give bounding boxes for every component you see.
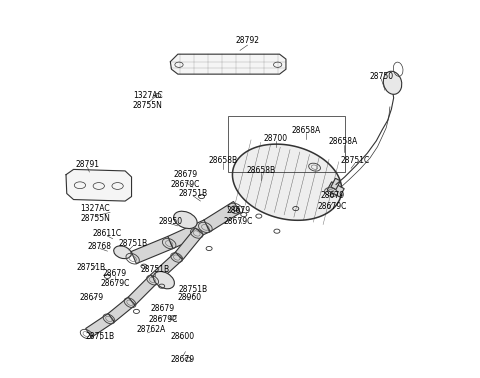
Polygon shape bbox=[151, 252, 182, 282]
Text: 28679
28679C: 28679 28679C bbox=[318, 191, 347, 211]
Polygon shape bbox=[232, 144, 342, 220]
Polygon shape bbox=[168, 220, 210, 248]
Text: 28658B: 28658B bbox=[246, 166, 275, 175]
Text: 28751B: 28751B bbox=[141, 265, 170, 274]
Text: 28611C: 28611C bbox=[93, 229, 122, 238]
Text: 1327AC
28755N: 1327AC 28755N bbox=[80, 204, 110, 223]
Text: 28762A: 28762A bbox=[137, 325, 166, 334]
Text: 28658A: 28658A bbox=[291, 126, 321, 135]
Text: 28679
28679C: 28679 28679C bbox=[223, 206, 253, 226]
Text: 28750: 28750 bbox=[369, 71, 393, 81]
Ellipse shape bbox=[174, 211, 197, 229]
Text: 28751C: 28751C bbox=[340, 156, 370, 165]
Text: 28791: 28791 bbox=[75, 160, 99, 169]
Polygon shape bbox=[327, 182, 344, 197]
Text: 28679
28679C: 28679 28679C bbox=[171, 170, 200, 189]
Polygon shape bbox=[331, 178, 340, 189]
Text: 28792: 28792 bbox=[236, 36, 260, 45]
Polygon shape bbox=[204, 201, 240, 231]
Text: 28700: 28700 bbox=[264, 134, 288, 143]
Polygon shape bbox=[132, 236, 173, 263]
Bar bbox=[228, 116, 345, 172]
Text: 28751B: 28751B bbox=[85, 332, 114, 341]
Polygon shape bbox=[85, 313, 114, 337]
Text: 28658A: 28658A bbox=[329, 138, 358, 146]
Text: 28751B: 28751B bbox=[179, 189, 207, 198]
Text: 28679
28679C: 28679 28679C bbox=[148, 304, 178, 324]
Text: 28679
28679C: 28679 28679C bbox=[100, 269, 130, 288]
Text: 28768: 28768 bbox=[88, 242, 112, 251]
Text: 28751B: 28751B bbox=[118, 239, 147, 248]
Ellipse shape bbox=[384, 71, 402, 94]
Text: 28679: 28679 bbox=[171, 355, 195, 364]
Polygon shape bbox=[128, 275, 158, 305]
Ellipse shape bbox=[114, 246, 132, 259]
Ellipse shape bbox=[154, 271, 174, 289]
Text: 28658B: 28658B bbox=[208, 156, 238, 165]
Text: 28751B: 28751B bbox=[77, 263, 106, 272]
Polygon shape bbox=[175, 228, 204, 259]
Polygon shape bbox=[108, 297, 135, 322]
Text: 28600: 28600 bbox=[171, 332, 195, 341]
Text: 28950: 28950 bbox=[158, 217, 182, 226]
Text: 1327AC
28755N: 1327AC 28755N bbox=[133, 91, 163, 110]
Text: 28751B: 28751B bbox=[179, 285, 207, 294]
Text: 28679: 28679 bbox=[79, 293, 103, 302]
Polygon shape bbox=[66, 169, 132, 201]
Polygon shape bbox=[170, 54, 286, 74]
Text: 28960: 28960 bbox=[177, 293, 201, 302]
